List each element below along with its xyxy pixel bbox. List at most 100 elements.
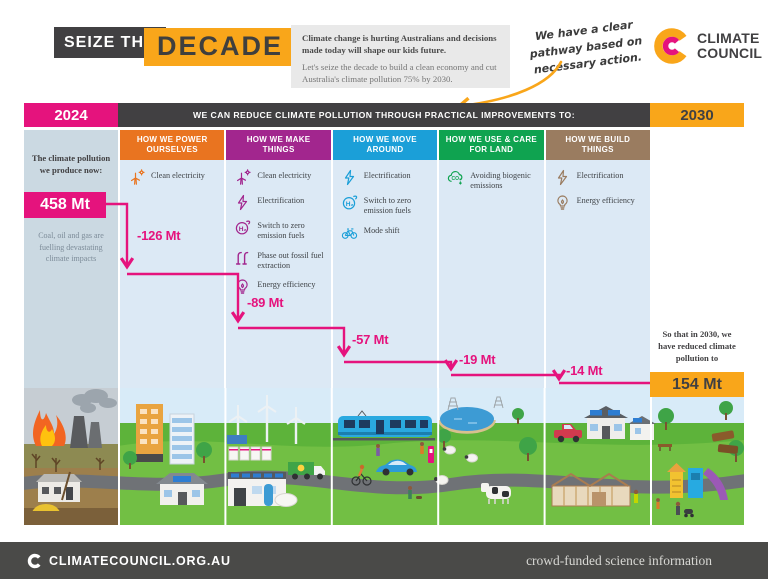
scene-pedestrians bbox=[376, 442, 424, 499]
lightning-bolt-icon bbox=[341, 169, 358, 186]
scene-sheep bbox=[434, 445, 478, 485]
hydrogen-icon: H₂ bbox=[234, 219, 251, 236]
improvement-item: Energy efficiency bbox=[546, 190, 650, 215]
brand-line2: COUNCIL bbox=[697, 45, 763, 61]
improvement-item: Clean electricity bbox=[226, 165, 330, 190]
column-make-things: HOW WE MAKE THINGS Clean electricity Elec… bbox=[224, 130, 331, 388]
column-items: Clean electricity Electrification H₂ Switch… bbox=[226, 160, 331, 388]
pollution-now-value: 458 Mt bbox=[24, 192, 106, 218]
improvement-item: Electrification bbox=[333, 165, 437, 190]
scene-park-people bbox=[656, 498, 694, 518]
improvement-label: Electrification bbox=[576, 171, 624, 180]
lightning-bolt-icon bbox=[554, 169, 571, 186]
column-build-things: HOW WE BUILD THINGS Electrification Energ… bbox=[543, 130, 650, 388]
scene-electric-train bbox=[333, 410, 435, 441]
column-header: HOW WE MAKE THINGS bbox=[226, 130, 331, 160]
improvement-label: Energy efficiency bbox=[257, 280, 316, 290]
svg-text:H₂: H₂ bbox=[346, 201, 354, 208]
improvement-label: Energy efficiency bbox=[576, 196, 635, 205]
column-header: HOW WE POWER OURSELVES bbox=[120, 130, 225, 160]
year-2024-badge: 2024 bbox=[24, 103, 118, 127]
improvement-label: Mode shift bbox=[363, 225, 400, 235]
climate-council-c-icon bbox=[654, 28, 687, 64]
wind-turbine-icon bbox=[234, 169, 251, 186]
scene-hydrogen-storage bbox=[264, 484, 298, 507]
improvement-label: Avoiding biogenic emissions bbox=[470, 171, 531, 190]
column-items: Electrification Energy efficiency bbox=[545, 160, 650, 388]
wind-turbine-icon bbox=[128, 169, 145, 186]
scene-dead-trees bbox=[31, 453, 105, 472]
scene-bushfire bbox=[33, 410, 66, 446]
footer-site: CLIMATECOUNCIL.ORG.AU bbox=[26, 552, 231, 570]
scene-ev-car bbox=[376, 459, 417, 476]
reduction-label-move: -57 Mt bbox=[352, 332, 389, 347]
lightbulb-icon bbox=[554, 194, 571, 211]
scene-cyclist bbox=[351, 464, 372, 486]
scene-ev-charger bbox=[428, 446, 434, 463]
scene-flooded-car bbox=[29, 504, 63, 516]
scene-pond bbox=[438, 407, 496, 434]
improvement-item: Mode shift bbox=[333, 220, 437, 245]
column-header: HOW WE BUILD THINGS bbox=[545, 130, 650, 160]
fossil-fuel-rig-icon bbox=[234, 249, 251, 266]
year-2030-badge: 2030 bbox=[650, 103, 744, 127]
improvement-item: Energy efficiency bbox=[226, 274, 330, 299]
reduction-label-power: -126 Mt bbox=[137, 228, 181, 243]
footer-tagline: crowd-funded science information bbox=[526, 552, 712, 568]
scene-solar-home bbox=[156, 473, 208, 505]
reduction-step-line bbox=[105, 202, 652, 385]
footer-bar: CLIMATECOUNCIL.ORG.AU crowd-funded scien… bbox=[0, 542, 768, 579]
column-care-for-land: HOW WE USE & CARE FOR LAND CO₂ Avoiding b… bbox=[437, 130, 544, 388]
decade-logo: DECADE bbox=[144, 28, 297, 66]
improvement-item: H₂ Switch to zero emission fuels bbox=[226, 215, 330, 245]
reduction-label-make: -89 Mt bbox=[247, 295, 284, 310]
scene-damaged-house bbox=[36, 471, 82, 502]
scene-house-under-construction bbox=[551, 472, 639, 507]
banner-text: WE CAN REDUCE CLIMATE POLLUTION THROUGH … bbox=[118, 103, 650, 127]
improvement-item: CO₂ Avoiding biogenic emissions bbox=[439, 165, 543, 195]
svg-text:H₂: H₂ bbox=[239, 226, 247, 233]
scene-solar-battery bbox=[227, 435, 272, 461]
footer-c-icon bbox=[27, 553, 41, 568]
intro-text: Let's seize the decade to build a clean … bbox=[302, 61, 497, 84]
pollution-now-caption: Coal, oil and gas are fuelling devastati… bbox=[38, 231, 104, 264]
improvement-item: H₂ Switch to zero emission fuels bbox=[333, 190, 437, 220]
reduction-label-land: -19 Mt bbox=[459, 352, 496, 367]
brand-line1: CLIMATE bbox=[697, 30, 760, 47]
intro-box: Climate change is hurting Australians an… bbox=[291, 25, 510, 88]
improvement-label: Clean electricity bbox=[257, 171, 312, 180]
intro-bold-text: Climate change is hurting Australians an… bbox=[302, 33, 497, 55]
scene-red-ute bbox=[554, 424, 582, 443]
improvement-label: Switch to zero emission fuels bbox=[363, 196, 412, 215]
column-items: CO₂ Avoiding biogenic emissions bbox=[439, 160, 544, 388]
improvement-item: Electrification bbox=[546, 165, 650, 190]
pollution-now-panel: The climate pollution we produce now: bbox=[24, 130, 118, 388]
lightbulb-icon bbox=[234, 278, 251, 295]
improvement-item: Phase out fossil fuel extraction bbox=[226, 245, 330, 275]
footer-site-url: CLIMATECOUNCIL.ORG.AU bbox=[49, 553, 231, 568]
reduction-label-build: -14 Mt bbox=[566, 363, 603, 378]
scene-playground bbox=[667, 463, 728, 500]
hydrogen-icon: H₂ bbox=[341, 194, 358, 211]
improvement-item: Electrification bbox=[226, 190, 330, 215]
scene-electric-truck bbox=[288, 462, 325, 480]
scene-column-separators bbox=[118, 388, 652, 525]
pollution-2030-label: So that in 2030, we have reduced climate… bbox=[658, 329, 736, 364]
pollution-2030-value: 154 Mt bbox=[650, 372, 744, 397]
scene-transmission-towers bbox=[447, 396, 504, 411]
scene-cow bbox=[481, 483, 511, 504]
scene-park bbox=[658, 401, 744, 462]
svg-text:CO₂: CO₂ bbox=[452, 176, 462, 182]
scene-coal-plant bbox=[70, 416, 102, 448]
bicycle-icon bbox=[341, 224, 358, 241]
pollution-2030-panel bbox=[650, 130, 744, 388]
landscape-scene bbox=[24, 388, 744, 525]
column-header: HOW WE MOVE AROUND bbox=[332, 130, 438, 160]
scene-solar-houses bbox=[584, 406, 656, 440]
improvement-label: Electrification bbox=[363, 171, 411, 180]
scene-city-buildings bbox=[123, 404, 212, 469]
climate-council-logo: CLIMATE COUNCIL bbox=[652, 26, 762, 66]
improvement-label: Phase out fossil fuel extraction bbox=[257, 250, 324, 270]
lightning-bolt-icon bbox=[234, 194, 251, 211]
